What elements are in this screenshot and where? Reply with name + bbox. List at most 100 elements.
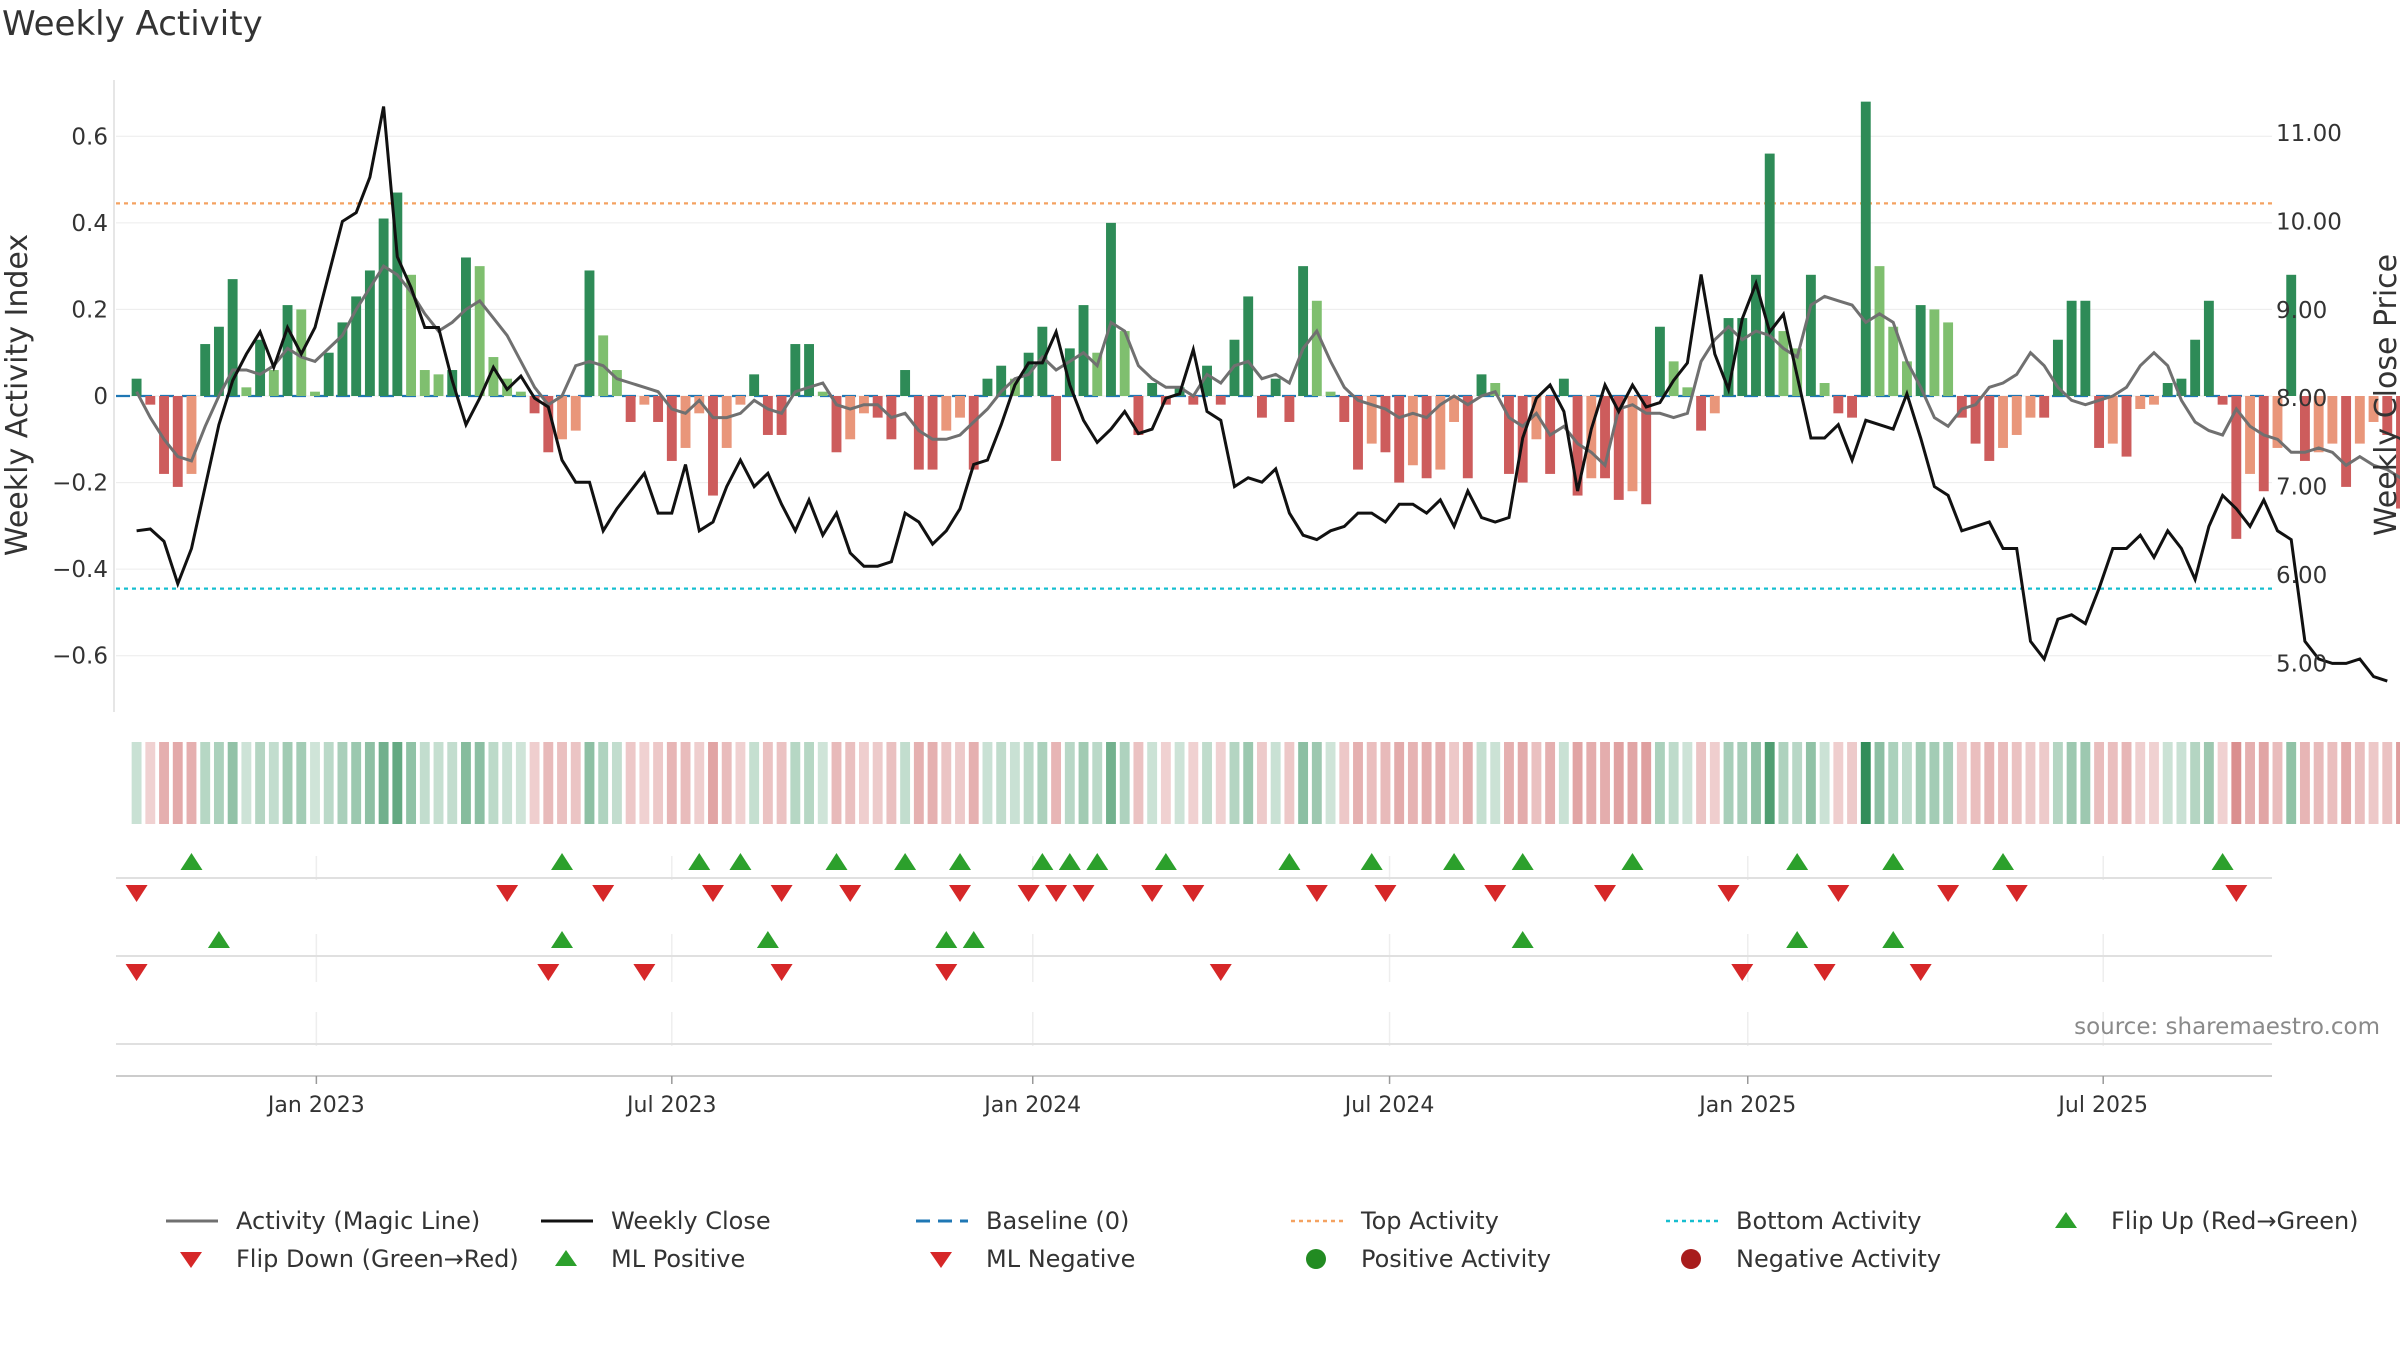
activity-strip-cell — [557, 742, 567, 824]
activity-bar — [213, 326, 224, 396]
activity-bar — [1984, 396, 1995, 461]
activity-bar — [2368, 396, 2379, 422]
activity-bar — [941, 396, 952, 431]
activity-strip-cell — [1394, 742, 1405, 824]
legend-item-top-activity: Top Activity — [1285, 1205, 1660, 1237]
ml-negative-marker — [633, 964, 656, 981]
activity-bar — [831, 396, 842, 453]
y2-tick-label: 10.00 — [2276, 209, 2342, 235]
legend-label: ML Positive — [611, 1245, 746, 1273]
activity-strip-cell — [1668, 742, 1679, 824]
activity-bar — [1490, 383, 1501, 396]
activity-bar — [1092, 352, 1103, 396]
activity-strip-cell — [2107, 742, 2118, 824]
activity-bar — [1284, 396, 1295, 422]
activity-bar — [159, 396, 169, 474]
activity-bar — [1435, 396, 1446, 470]
activity-bar — [694, 396, 705, 414]
activity-strip-cell — [1558, 742, 1569, 824]
flip-up-marker — [688, 853, 711, 870]
activity-strip-cell — [2258, 742, 2269, 824]
activity-bar — [2066, 300, 2077, 396]
activity-bar — [927, 396, 938, 470]
y2-tick-label: 8.00 — [2276, 386, 2327, 412]
activity-strip-cell — [900, 742, 911, 824]
activity-bar — [2011, 396, 2022, 435]
activity-strip-cell — [1888, 742, 1899, 824]
activity-bar — [982, 378, 993, 396]
activity-strip-cell — [2327, 742, 2338, 824]
x-tick-label: Jan 2023 — [266, 1093, 365, 1118]
activity-bar — [1504, 396, 1514, 474]
activity-strip-cell — [2382, 742, 2393, 824]
flip-up-marker — [1992, 853, 2015, 870]
legend-item-negative-activity: Negative Activity — [1660, 1243, 2035, 1275]
activity-bar — [1407, 396, 1418, 466]
activity-strip-cell — [1243, 742, 1254, 824]
activity-strip-cell — [227, 742, 238, 824]
activity-strip-cell — [2231, 742, 2242, 824]
activity-bar — [2354, 396, 2365, 444]
activity-bar — [1339, 396, 1350, 422]
activity-bars — [131, 101, 2400, 539]
activity-strip-cell — [1380, 742, 1391, 824]
ml-positive-marker — [207, 931, 230, 948]
activity-strip-cell — [1654, 742, 1665, 824]
activity-strip-cell — [323, 742, 334, 824]
activity-bar — [2313, 396, 2324, 453]
y2-tick-label: 7.00 — [2276, 475, 2327, 501]
activity-bar — [1956, 396, 1967, 418]
ml-negative-marker — [770, 964, 793, 981]
activity-bar — [1888, 326, 1899, 396]
activity-strip-cell — [1270, 742, 1281, 824]
activity-bar — [1682, 387, 1693, 396]
activity-bar — [1641, 396, 1652, 505]
legend-item-bottom-activity: Bottom Activity — [1660, 1205, 2035, 1237]
activity-strip-cell — [1751, 742, 1761, 824]
flip-up-marker — [1086, 853, 1109, 870]
activity-bar — [1462, 396, 1473, 479]
legend-item-ml-negative: ML Negative — [910, 1243, 1285, 1275]
flip-down-marker — [1484, 885, 1507, 902]
activity-bar — [2203, 300, 2214, 396]
y-tick-label: 0 — [93, 384, 108, 410]
ml-positive-marker — [962, 931, 985, 948]
activity-bar — [611, 370, 622, 396]
flip-up-marker — [729, 853, 752, 870]
activity-bar — [2176, 378, 2187, 396]
legend-item-flip-down: Flip Down (Green→Red) — [160, 1243, 535, 1275]
activity-strip-cell — [1188, 742, 1199, 824]
activity-strip-cell — [2354, 742, 2365, 824]
activity-strip-cell — [611, 742, 622, 824]
y-tick-label: −0.6 — [52, 644, 108, 670]
activity-strip-cell — [2272, 742, 2283, 824]
legend: Activity (Magic Line) Weekly Close Basel… — [160, 1205, 2380, 1275]
activity-strip-cell — [776, 742, 787, 824]
activity-strip-cell — [1819, 742, 1830, 824]
activity-strip-cell — [1064, 742, 1075, 824]
flip-down-marker — [1937, 885, 1960, 902]
legend-item-weekly-close: Weekly Close — [535, 1205, 910, 1237]
y-tick-label: −0.4 — [52, 557, 108, 583]
activity-strip-cell — [2368, 742, 2379, 824]
activity-bar — [2135, 396, 2146, 409]
activity-bar — [364, 270, 375, 396]
flip-down-marker — [1045, 885, 1068, 902]
legend-label: Flip Up (Red→Green) — [2111, 1207, 2359, 1235]
activity-bar — [2245, 396, 2255, 474]
legend-item-flip-up: Flip Up (Red→Green) — [2035, 1205, 2380, 1237]
activity-bar — [419, 370, 430, 396]
activity-bar — [268, 370, 279, 396]
flip-up-marker — [1786, 853, 1809, 870]
activity-strip-cell — [296, 742, 307, 824]
x-tick-label: Jul 2024 — [1343, 1093, 1435, 1118]
activity-strip-cell — [310, 742, 320, 824]
red-down-triangle-icon — [910, 1247, 972, 1271]
activity-strip-cell — [1545, 742, 1556, 824]
y2-tick-label: 5.00 — [2276, 651, 2327, 677]
activity-strip-cell — [1847, 742, 1857, 824]
flip-up-marker — [894, 853, 917, 870]
activity-strip-cell — [1956, 742, 1967, 824]
activity-strip-cell — [1229, 742, 1240, 824]
activity-bar — [1737, 318, 1748, 396]
